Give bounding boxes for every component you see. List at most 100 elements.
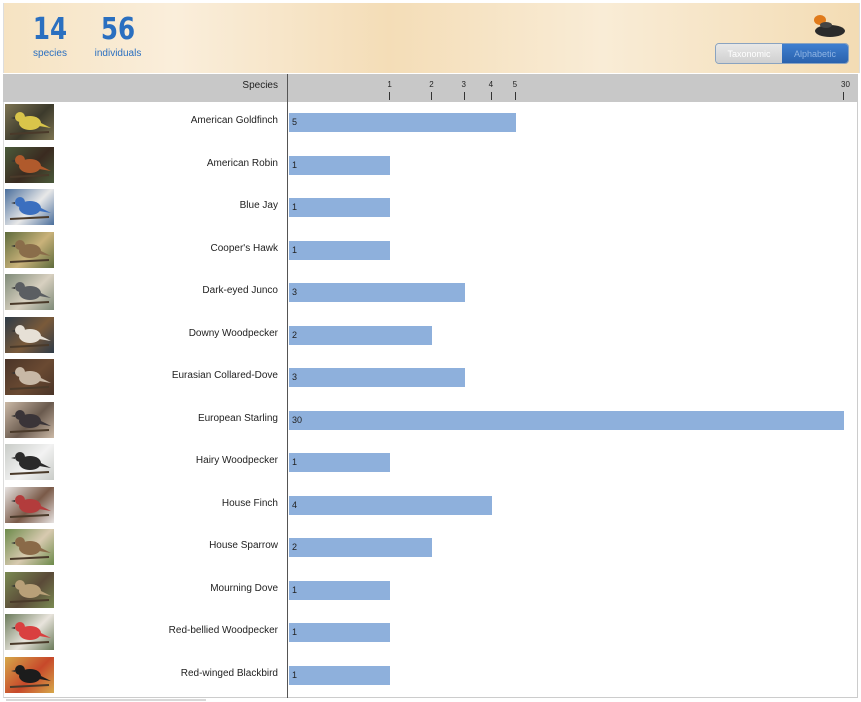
bird-silhouette-icon xyxy=(9,537,51,560)
bird-silhouette-icon xyxy=(9,282,51,305)
species-name: House Finch xyxy=(221,497,278,509)
count-label: 1 xyxy=(292,627,298,637)
species-row[interactable]: European Starling 30 xyxy=(4,400,859,442)
count-bar[interactable] xyxy=(289,410,844,430)
species-name: Hairy Woodpecker xyxy=(195,455,278,466)
count-label: 2 xyxy=(292,542,298,552)
count-bar[interactable] xyxy=(289,368,465,387)
x-tick-label: 5 xyxy=(512,80,518,89)
species-row[interactable]: Cooper's Hawk 1 xyxy=(4,230,859,272)
species-row[interactable]: Blue Jay 1 xyxy=(4,187,859,229)
bird-silhouette-icon xyxy=(9,239,51,263)
bird-photo-thumbnail[interactable] xyxy=(5,444,54,480)
bird-photo-thumbnail[interactable] xyxy=(5,189,54,225)
count-bar[interactable] xyxy=(289,283,465,302)
count-bar[interactable] xyxy=(289,665,391,685)
bird-photo-thumbnail[interactable] xyxy=(5,571,54,608)
count-label: 5 xyxy=(292,117,298,127)
species-name: Cooper's Hawk xyxy=(210,242,279,254)
species-row[interactable]: House Sparrow 2 xyxy=(4,527,859,569)
count-label: 1 xyxy=(292,457,298,467)
bird-photo-thumbnail[interactable] xyxy=(5,274,54,310)
x-tick-label: 2 xyxy=(429,80,434,89)
count-label: 1 xyxy=(292,244,298,255)
individuals-label: individuals xyxy=(94,48,142,59)
bird-logo-icon xyxy=(810,11,846,39)
count-label: 30 xyxy=(292,414,303,425)
bird-photo-thumbnail[interactable] xyxy=(5,656,54,693)
bird-photo-thumbnail[interactable] xyxy=(5,231,54,268)
x-tick-label: 4 xyxy=(488,80,494,89)
species-name: Red-bellied Woodpecker xyxy=(168,625,278,636)
x-tick-mark xyxy=(389,92,391,100)
species-column-header: Species xyxy=(242,80,278,91)
species-name: Downy Woodpecker xyxy=(188,327,278,339)
species-row[interactable]: Eurasian Collared-Dove 3 xyxy=(4,357,859,399)
bird-photo-thumbnail[interactable] xyxy=(5,486,54,523)
bird-silhouette-icon xyxy=(9,112,51,135)
axis-header: Species 1 2 3 4 5 30 xyxy=(3,74,858,102)
bird-silhouette-icon xyxy=(9,154,51,178)
bird-photo-thumbnail[interactable] xyxy=(5,104,54,140)
x-tick-mark xyxy=(490,92,492,100)
count-bar[interactable] xyxy=(289,580,391,600)
bird-photo-thumbnail[interactable] xyxy=(5,146,54,183)
count-bar[interactable] xyxy=(289,198,391,217)
bird-silhouette-icon xyxy=(9,409,51,433)
count-bar[interactable] xyxy=(289,623,391,642)
species-bar-chart: American Goldfinch 5 American Robin 1 Blue J… xyxy=(3,102,858,698)
bird-photo-thumbnail[interactable] xyxy=(5,316,54,353)
count-label: 3 xyxy=(292,372,298,382)
bird-silhouette-icon xyxy=(9,494,51,518)
x-tick-label: 30 xyxy=(841,80,850,89)
count-bar[interactable] xyxy=(289,240,391,260)
species-row[interactable]: American Robin 1 xyxy=(4,145,859,187)
alphabetic-option[interactable]: Alphabetic xyxy=(782,44,848,63)
bird-silhouette-icon xyxy=(9,664,51,688)
summary-header: 14 species 56 individuals Taxonomic Alph… xyxy=(3,3,860,73)
bird-photo-thumbnail[interactable] xyxy=(5,614,54,650)
x-tick-label: 3 xyxy=(461,80,466,89)
x-tick-label: 1 xyxy=(387,80,392,89)
bird-photo-thumbnail[interactable] xyxy=(5,529,54,565)
species-label: species xyxy=(33,48,67,59)
count-bar[interactable] xyxy=(289,155,391,175)
bird-photo-thumbnail[interactable] xyxy=(5,401,54,438)
taxonomic-option[interactable]: Taxonomic xyxy=(716,44,782,63)
individuals-count: 56 xyxy=(100,12,136,47)
species-name: Eurasian Collared-Dove xyxy=(171,370,278,381)
species-row[interactable]: Mourning Dove 1 xyxy=(4,570,859,612)
count-bar[interactable] xyxy=(289,453,391,472)
horizontal-scrollbar[interactable] xyxy=(6,699,206,701)
x-tick-mark xyxy=(514,92,516,100)
species-name: Mourning Dove xyxy=(210,582,278,594)
bird-silhouette-icon xyxy=(9,452,51,475)
species-row[interactable]: House Finch 4 xyxy=(4,485,859,527)
count-bar[interactable] xyxy=(289,113,516,132)
count-label: 3 xyxy=(292,287,298,297)
bird-silhouette-icon xyxy=(9,197,51,220)
bird-photo-thumbnail[interactable] xyxy=(5,359,54,395)
chart-baseline xyxy=(287,74,288,698)
x-tick-mark xyxy=(431,92,433,100)
bird-silhouette-icon xyxy=(9,367,51,390)
individuals-stat: 56 individuals xyxy=(88,13,148,61)
species-row[interactable]: Red-bellied Woodpecker 1 xyxy=(4,612,859,654)
count-label: 4 xyxy=(292,499,298,510)
species-name: Red-winged Blackbird xyxy=(180,667,278,679)
species-row[interactable]: Dark-eyed Junco 3 xyxy=(4,272,859,314)
count-bar[interactable] xyxy=(289,538,433,557)
species-row[interactable]: Hairy Woodpecker 1 xyxy=(4,442,859,484)
species-row[interactable]: Red-winged Blackbird 1 xyxy=(4,655,859,697)
count-label: 1 xyxy=(292,202,298,212)
species-count: 14 xyxy=(32,12,68,47)
count-bar[interactable] xyxy=(289,495,492,515)
species-name: American Robin xyxy=(206,157,278,169)
species-row[interactable]: Downy Woodpecker 2 xyxy=(4,315,859,357)
count-label: 2 xyxy=(292,329,298,340)
species-name: House Sparrow xyxy=(209,540,278,551)
sort-toggle[interactable]: Taxonomic Alphabetic xyxy=(715,43,849,64)
species-row[interactable]: American Goldfinch 5 xyxy=(4,102,859,144)
count-bar[interactable] xyxy=(289,325,433,345)
count-label: 1 xyxy=(292,584,298,595)
